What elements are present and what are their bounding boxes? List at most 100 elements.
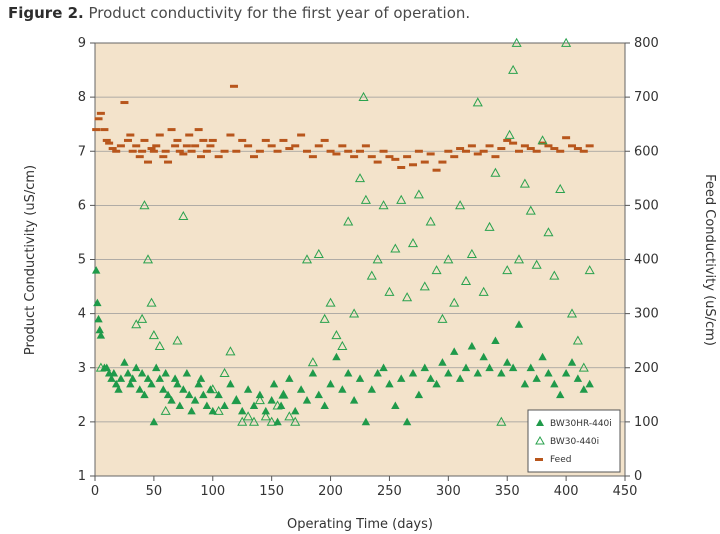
feed-point bbox=[409, 163, 417, 167]
bw30hr-point bbox=[361, 417, 371, 426]
feed-point bbox=[267, 144, 276, 148]
bw30hr-point bbox=[107, 374, 116, 382]
feed-point bbox=[556, 149, 565, 153]
y2-axis-title: Feed Conductivity (uS/cm) bbox=[702, 174, 717, 346]
y2-tick-label: 600 bbox=[634, 144, 659, 159]
x-tick-label: 100 bbox=[200, 484, 225, 499]
feed-point bbox=[155, 133, 164, 137]
bw30hr-point bbox=[206, 385, 215, 393]
bw30-point bbox=[319, 313, 330, 323]
feed-point bbox=[403, 155, 412, 159]
legend: BW30HR-440i BW30-440i Feed bbox=[527, 409, 621, 473]
bw30-point bbox=[137, 313, 148, 323]
x-tick-label: 250 bbox=[377, 484, 402, 499]
bw30hr-point bbox=[397, 374, 406, 382]
bw30hr-point bbox=[338, 385, 347, 393]
feed-point bbox=[199, 138, 208, 142]
bw30-point bbox=[549, 270, 560, 280]
bw30hr-point bbox=[194, 379, 203, 388]
bw30-point bbox=[578, 362, 589, 372]
bw30hr-point bbox=[114, 385, 123, 393]
feed-point bbox=[544, 144, 553, 148]
feed-point bbox=[179, 152, 188, 156]
feed-point bbox=[108, 147, 117, 151]
x-tick-label: 300 bbox=[436, 484, 461, 499]
feed-point bbox=[344, 149, 353, 153]
feed-point bbox=[520, 144, 529, 148]
bw30-point bbox=[437, 313, 448, 323]
bw30-point bbox=[160, 405, 171, 415]
bw30hr-point bbox=[355, 374, 365, 382]
bw30-point bbox=[525, 205, 536, 215]
feed-point bbox=[152, 144, 161, 148]
feed-point bbox=[173, 138, 182, 142]
feed-point bbox=[96, 111, 105, 115]
bw30hr-point bbox=[116, 374, 126, 382]
bw30-point bbox=[284, 411, 295, 421]
y2-tick-label: 700 bbox=[634, 90, 659, 105]
feed-point bbox=[164, 160, 173, 164]
bw30hr-point bbox=[550, 379, 559, 388]
legend-label-bw30: BW30-440i bbox=[550, 437, 599, 447]
bw30hr-point bbox=[373, 368, 382, 377]
y-tick-label: 4 bbox=[78, 307, 86, 322]
bw30-point bbox=[407, 238, 419, 248]
bw30hr-point bbox=[238, 406, 247, 415]
feed-point bbox=[320, 138, 329, 142]
bw30-point bbox=[213, 405, 224, 415]
bw30hr-point bbox=[332, 352, 341, 361]
feed-point bbox=[128, 149, 137, 153]
bw30-point bbox=[390, 243, 401, 253]
figure-label: Figure 2. bbox=[8, 4, 84, 22]
feed-point bbox=[250, 155, 258, 159]
feed-point bbox=[126, 133, 135, 137]
feed-point bbox=[450, 155, 459, 159]
bw30-point bbox=[378, 200, 389, 210]
bw30-point bbox=[504, 129, 515, 139]
feed-point bbox=[350, 155, 359, 159]
feed-point bbox=[244, 144, 253, 148]
bw30-point bbox=[537, 135, 548, 145]
bw30-point bbox=[555, 183, 566, 193]
feed-point bbox=[367, 155, 376, 159]
bw30hr-point bbox=[326, 379, 335, 388]
feed-point bbox=[391, 157, 400, 161]
bw30-point bbox=[449, 297, 460, 307]
bw30hr-point bbox=[185, 390, 194, 399]
bw30hr-point bbox=[379, 363, 388, 372]
bw30-point bbox=[455, 200, 466, 210]
y2-tick-label: 400 bbox=[634, 253, 659, 268]
bw30-point bbox=[519, 178, 530, 188]
bw30hr-point bbox=[159, 385, 168, 393]
legend-marker-feed bbox=[535, 458, 543, 461]
bw30-point bbox=[349, 308, 360, 318]
bw30-point bbox=[572, 335, 583, 345]
feed-point bbox=[414, 149, 423, 153]
bw30hr-point bbox=[202, 401, 212, 409]
bw30-point bbox=[219, 367, 230, 378]
bw30hr-point bbox=[497, 368, 506, 377]
bw30hr-point bbox=[450, 347, 459, 355]
bw30-point bbox=[472, 97, 483, 107]
bw30hr-point bbox=[508, 363, 518, 372]
bw30hr-point bbox=[320, 401, 329, 409]
bw30hr-point bbox=[544, 368, 553, 377]
bw30hr-point bbox=[196, 374, 206, 382]
feed-point bbox=[438, 160, 447, 164]
feed-point bbox=[171, 144, 180, 148]
bw30-point bbox=[419, 281, 430, 291]
feed-point bbox=[159, 155, 168, 159]
bw30hr-point bbox=[112, 379, 121, 388]
feed-point bbox=[206, 144, 215, 148]
bw30-point bbox=[148, 330, 159, 340]
bw30-point bbox=[139, 200, 150, 210]
bw30-point bbox=[396, 194, 407, 204]
bw30hr-point bbox=[175, 401, 184, 409]
feed-point bbox=[161, 149, 170, 153]
feed-point bbox=[100, 128, 109, 132]
bw30hr-point bbox=[161, 368, 170, 377]
feed-point bbox=[426, 152, 435, 156]
bw30hr-point bbox=[155, 374, 164, 382]
bw30hr-point bbox=[402, 417, 412, 426]
bw30hr-point bbox=[102, 363, 111, 372]
